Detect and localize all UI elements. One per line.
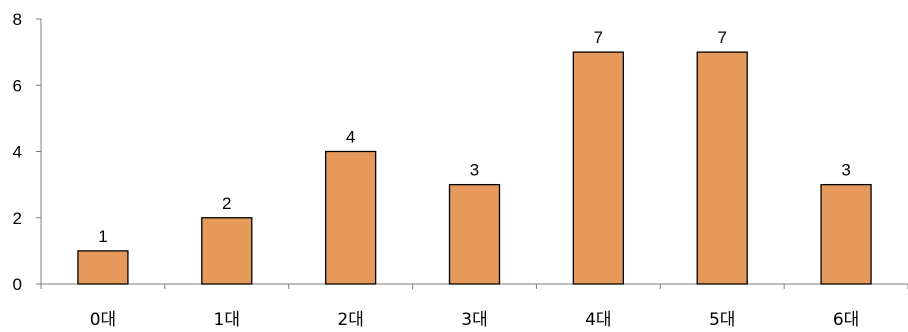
data-label-5: 7 [717, 28, 726, 47]
data-label-2: 4 [346, 128, 355, 147]
y-tick-label: 6 [13, 76, 22, 95]
x-tick-label-4: 4대 [585, 310, 611, 330]
x-tick-label-6: 6대 [833, 310, 859, 330]
bar-1 [201, 217, 253, 285]
y-tick-label: 0 [13, 275, 22, 294]
x-tick-label-5: 5대 [709, 310, 735, 330]
bars [77, 51, 872, 285]
bar-6 [820, 183, 872, 285]
data-label-1: 2 [222, 194, 231, 213]
bar-3 [448, 183, 501, 285]
bar-4 [572, 51, 625, 285]
y-tick-label: 4 [13, 143, 22, 162]
x-tick-label-1: 1대 [214, 310, 240, 330]
data-label-6: 3 [841, 161, 850, 180]
data-label-4: 7 [594, 28, 603, 47]
data-label-0: 1 [98, 227, 107, 246]
x-tick-label-0: 0대 [90, 310, 116, 330]
y-tick-label: 8 [13, 10, 22, 29]
bar-5 [696, 51, 748, 285]
bar-2 [324, 150, 377, 285]
data-label-3: 3 [470, 161, 479, 180]
labels: 1 0대 2 1대 4 2대 3 3대 7 4대 7 5대 3 6대 [90, 28, 860, 330]
x-tick-label-3: 3대 [461, 310, 487, 330]
bar-0 [77, 250, 129, 285]
axes: 0 2 4 6 8 [13, 10, 908, 294]
x-tick-label-2: 2대 [337, 310, 363, 330]
y-tick-label: 2 [13, 209, 22, 228]
